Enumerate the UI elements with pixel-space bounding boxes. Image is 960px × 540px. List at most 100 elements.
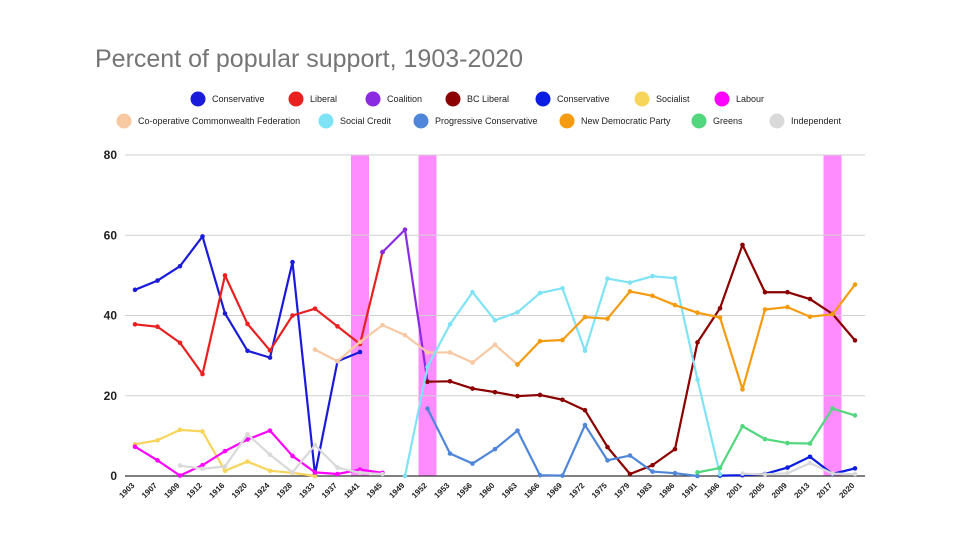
legend-marker [634,91,650,107]
data-point [582,407,588,413]
data-point [672,275,678,281]
data-point [627,453,633,458]
data-point [515,309,520,315]
legend-item-conservative: Conservative [535,91,610,107]
x-tick-label: 2017 [815,481,834,500]
legend-item-conservative: Conservative [190,91,265,107]
data-point [177,473,183,478]
data-point [717,305,723,311]
data-point [200,466,205,472]
data-point [155,324,160,330]
data-point [155,278,160,283]
data-point [290,259,295,265]
x-tick-label: 1941 [342,481,361,500]
data-point [605,444,610,450]
data-point [785,440,790,446]
data-point [717,315,723,320]
legend-marker [559,113,575,129]
data-point [672,302,678,308]
data-point [762,472,768,477]
legend-item-bc-liberal: BC Liberal [445,91,509,107]
data-point [312,306,318,311]
legend-marker [691,113,707,129]
data-point [132,322,138,327]
series-line [742,462,856,476]
data-point [222,464,228,469]
data-point [335,358,340,364]
series-line [134,429,383,477]
data-point [402,332,408,338]
data-point [425,350,430,355]
data-point [650,293,655,299]
legend-item-liberal: Liberal [288,91,337,107]
data-point [290,470,295,475]
x-tick-label: 1983 [635,481,654,500]
data-point [200,462,205,468]
data-point [807,314,813,320]
data-point [695,340,700,345]
data-point [470,360,475,365]
legend-marker [116,113,132,129]
x-tick-label: 2001 [725,481,744,500]
legend-item-labour: Labour [714,91,764,107]
series-line [516,283,856,391]
data-point [470,461,475,466]
data-point [695,377,700,383]
gridlines [125,154,865,477]
legend-marker [365,91,381,107]
data-point [155,437,160,443]
data-point [245,459,250,464]
series-line [427,243,856,476]
legend-label: Labour [736,94,764,104]
data-point [740,387,745,392]
legend-marker [769,113,785,129]
data-point [537,290,543,296]
chart-title: Percent of popular support, 1903-2020 [95,45,523,73]
data-point [740,423,745,429]
data-point [380,249,385,255]
data-point [582,348,588,354]
data-point [785,470,790,476]
legend-label: Conservative [212,94,265,104]
x-tick-label: 1972 [567,481,586,500]
legend-marker [413,113,429,129]
x-tick-label: 1924 [252,481,271,500]
data-point [380,471,385,477]
data-point [515,393,520,399]
legend-label: Co-operative Commonwealth Federation [138,116,300,126]
data-point [357,349,363,355]
series-bc-liberal-3 [425,242,858,477]
data-point [222,311,228,316]
x-tick-label: 1986 [657,481,676,500]
y-tick-label: 40 [104,309,118,323]
x-tick-label: 1907 [140,481,159,500]
y-tick-label: 80 [104,148,118,162]
data-point [807,454,813,460]
data-point [852,413,858,418]
data-point [132,444,138,450]
legend-label: Greens [713,116,743,126]
legend-label: Social Credit [340,116,392,126]
data-point [605,458,610,463]
data-point [852,338,858,343]
data-point [695,310,700,315]
legend-marker [535,91,551,107]
x-tick-label: 1975 [590,481,609,500]
data-point [447,379,453,384]
data-point [582,422,588,428]
data-point [425,379,430,385]
data-point [380,322,385,328]
data-point [222,468,228,474]
data-point [605,316,610,322]
data-point [312,347,318,352]
data-point [852,471,858,477]
data-point [627,280,633,285]
legend-marker [318,113,334,129]
data-point [515,428,520,433]
legend-marker [714,91,730,107]
legend-marker [190,91,206,107]
data-point [560,397,565,403]
data-point [650,469,655,474]
y-axis: 0 20 40 60 80 [104,148,118,483]
